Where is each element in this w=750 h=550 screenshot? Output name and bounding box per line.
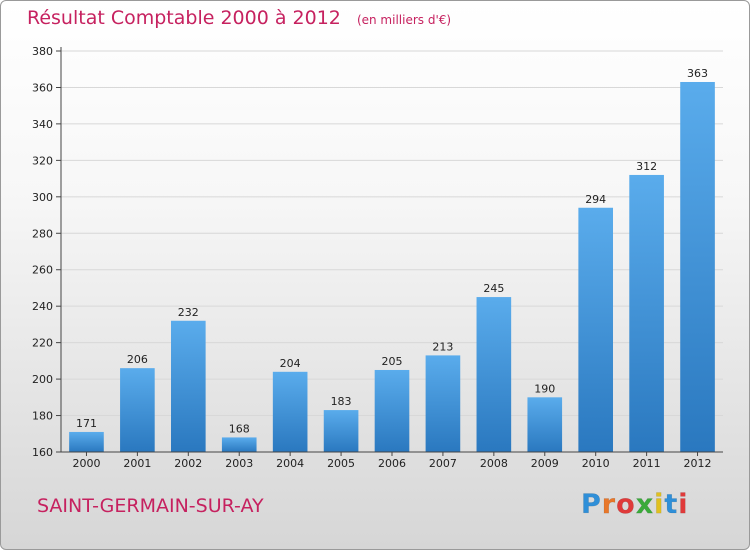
bar	[680, 81, 715, 453]
chart-title: Résultat Comptable 2000 à 2012 (en milli…	[27, 7, 451, 29]
logo-letter: x	[635, 489, 655, 521]
bar	[69, 431, 104, 452]
y-tick-label: 340	[32, 118, 53, 131]
data-label: 171	[76, 417, 97, 430]
y-tick-label: 360	[32, 81, 53, 94]
chart-subtitle: (en milliers d'€)	[356, 13, 452, 27]
x-tick-label: 2008	[480, 457, 508, 470]
y-tick-label: 200	[32, 373, 53, 386]
data-label: 205	[382, 355, 403, 368]
axes	[56, 47, 723, 456]
logo-letter: t	[664, 489, 679, 521]
location-name: SAINT-GERMAIN-SUR-AY	[37, 495, 264, 517]
x-tick-label: 2009	[531, 457, 559, 470]
y-tick-label: 380	[32, 45, 53, 58]
y-tick-label: 180	[32, 410, 53, 423]
bar	[120, 368, 155, 452]
y-tick-label: 300	[32, 191, 53, 204]
bar	[374, 369, 410, 452]
y-tick-label: 240	[32, 300, 53, 313]
data-label: 168	[229, 422, 250, 435]
logo-letter: i	[678, 489, 689, 521]
y-tick-label: 220	[32, 337, 53, 350]
bar	[578, 207, 614, 452]
chart-title-text: Résultat Comptable 2000 à 2012	[27, 7, 341, 29]
logo-letter: r	[601, 489, 617, 521]
x-tick-label: 2007	[429, 457, 457, 470]
x-tick-label: 2000	[72, 457, 100, 470]
data-label: 363	[687, 67, 708, 80]
logo-letter: o	[616, 489, 636, 521]
logo-letter: i	[654, 489, 665, 521]
bar	[425, 355, 461, 452]
data-label: 232	[178, 306, 199, 319]
data-label: 245	[483, 282, 504, 295]
x-tick-label: 2002	[174, 457, 202, 470]
bar	[323, 410, 359, 452]
x-tick-label: 2011	[633, 457, 661, 470]
y-tick-label: 260	[32, 264, 53, 277]
logo-letter: P	[581, 489, 602, 521]
x-tick-label: 2004	[276, 457, 304, 470]
y-tick-label: 160	[32, 446, 53, 459]
bar	[221, 437, 257, 452]
data-label: 312	[636, 160, 657, 173]
x-tick-label: 2006	[378, 457, 406, 470]
x-tick-label: 2003	[225, 457, 253, 470]
bar	[272, 371, 308, 452]
bar	[170, 320, 206, 452]
data-label: 294	[585, 193, 606, 206]
x-tick-label: 2001	[123, 457, 151, 470]
x-tick-label: 2010	[582, 457, 610, 470]
data-label: 204	[280, 357, 301, 370]
labels: 160 180 200 220 240 260 280 300 320 340 360 380 171 2…	[32, 45, 712, 470]
x-tick-label: 2012	[684, 457, 712, 470]
bars	[69, 81, 715, 453]
bar	[629, 174, 664, 453]
data-label: 183	[331, 395, 352, 408]
y-tick-label: 280	[32, 227, 53, 240]
data-label: 206	[127, 353, 148, 366]
bar	[527, 397, 563, 452]
proxiti-logo: Proxiti	[581, 489, 689, 521]
y-tick-label: 320	[32, 154, 53, 167]
data-label: 213	[432, 340, 453, 353]
x-tick-label: 2005	[327, 457, 355, 470]
bar	[476, 297, 512, 452]
data-label: 190	[534, 382, 555, 395]
